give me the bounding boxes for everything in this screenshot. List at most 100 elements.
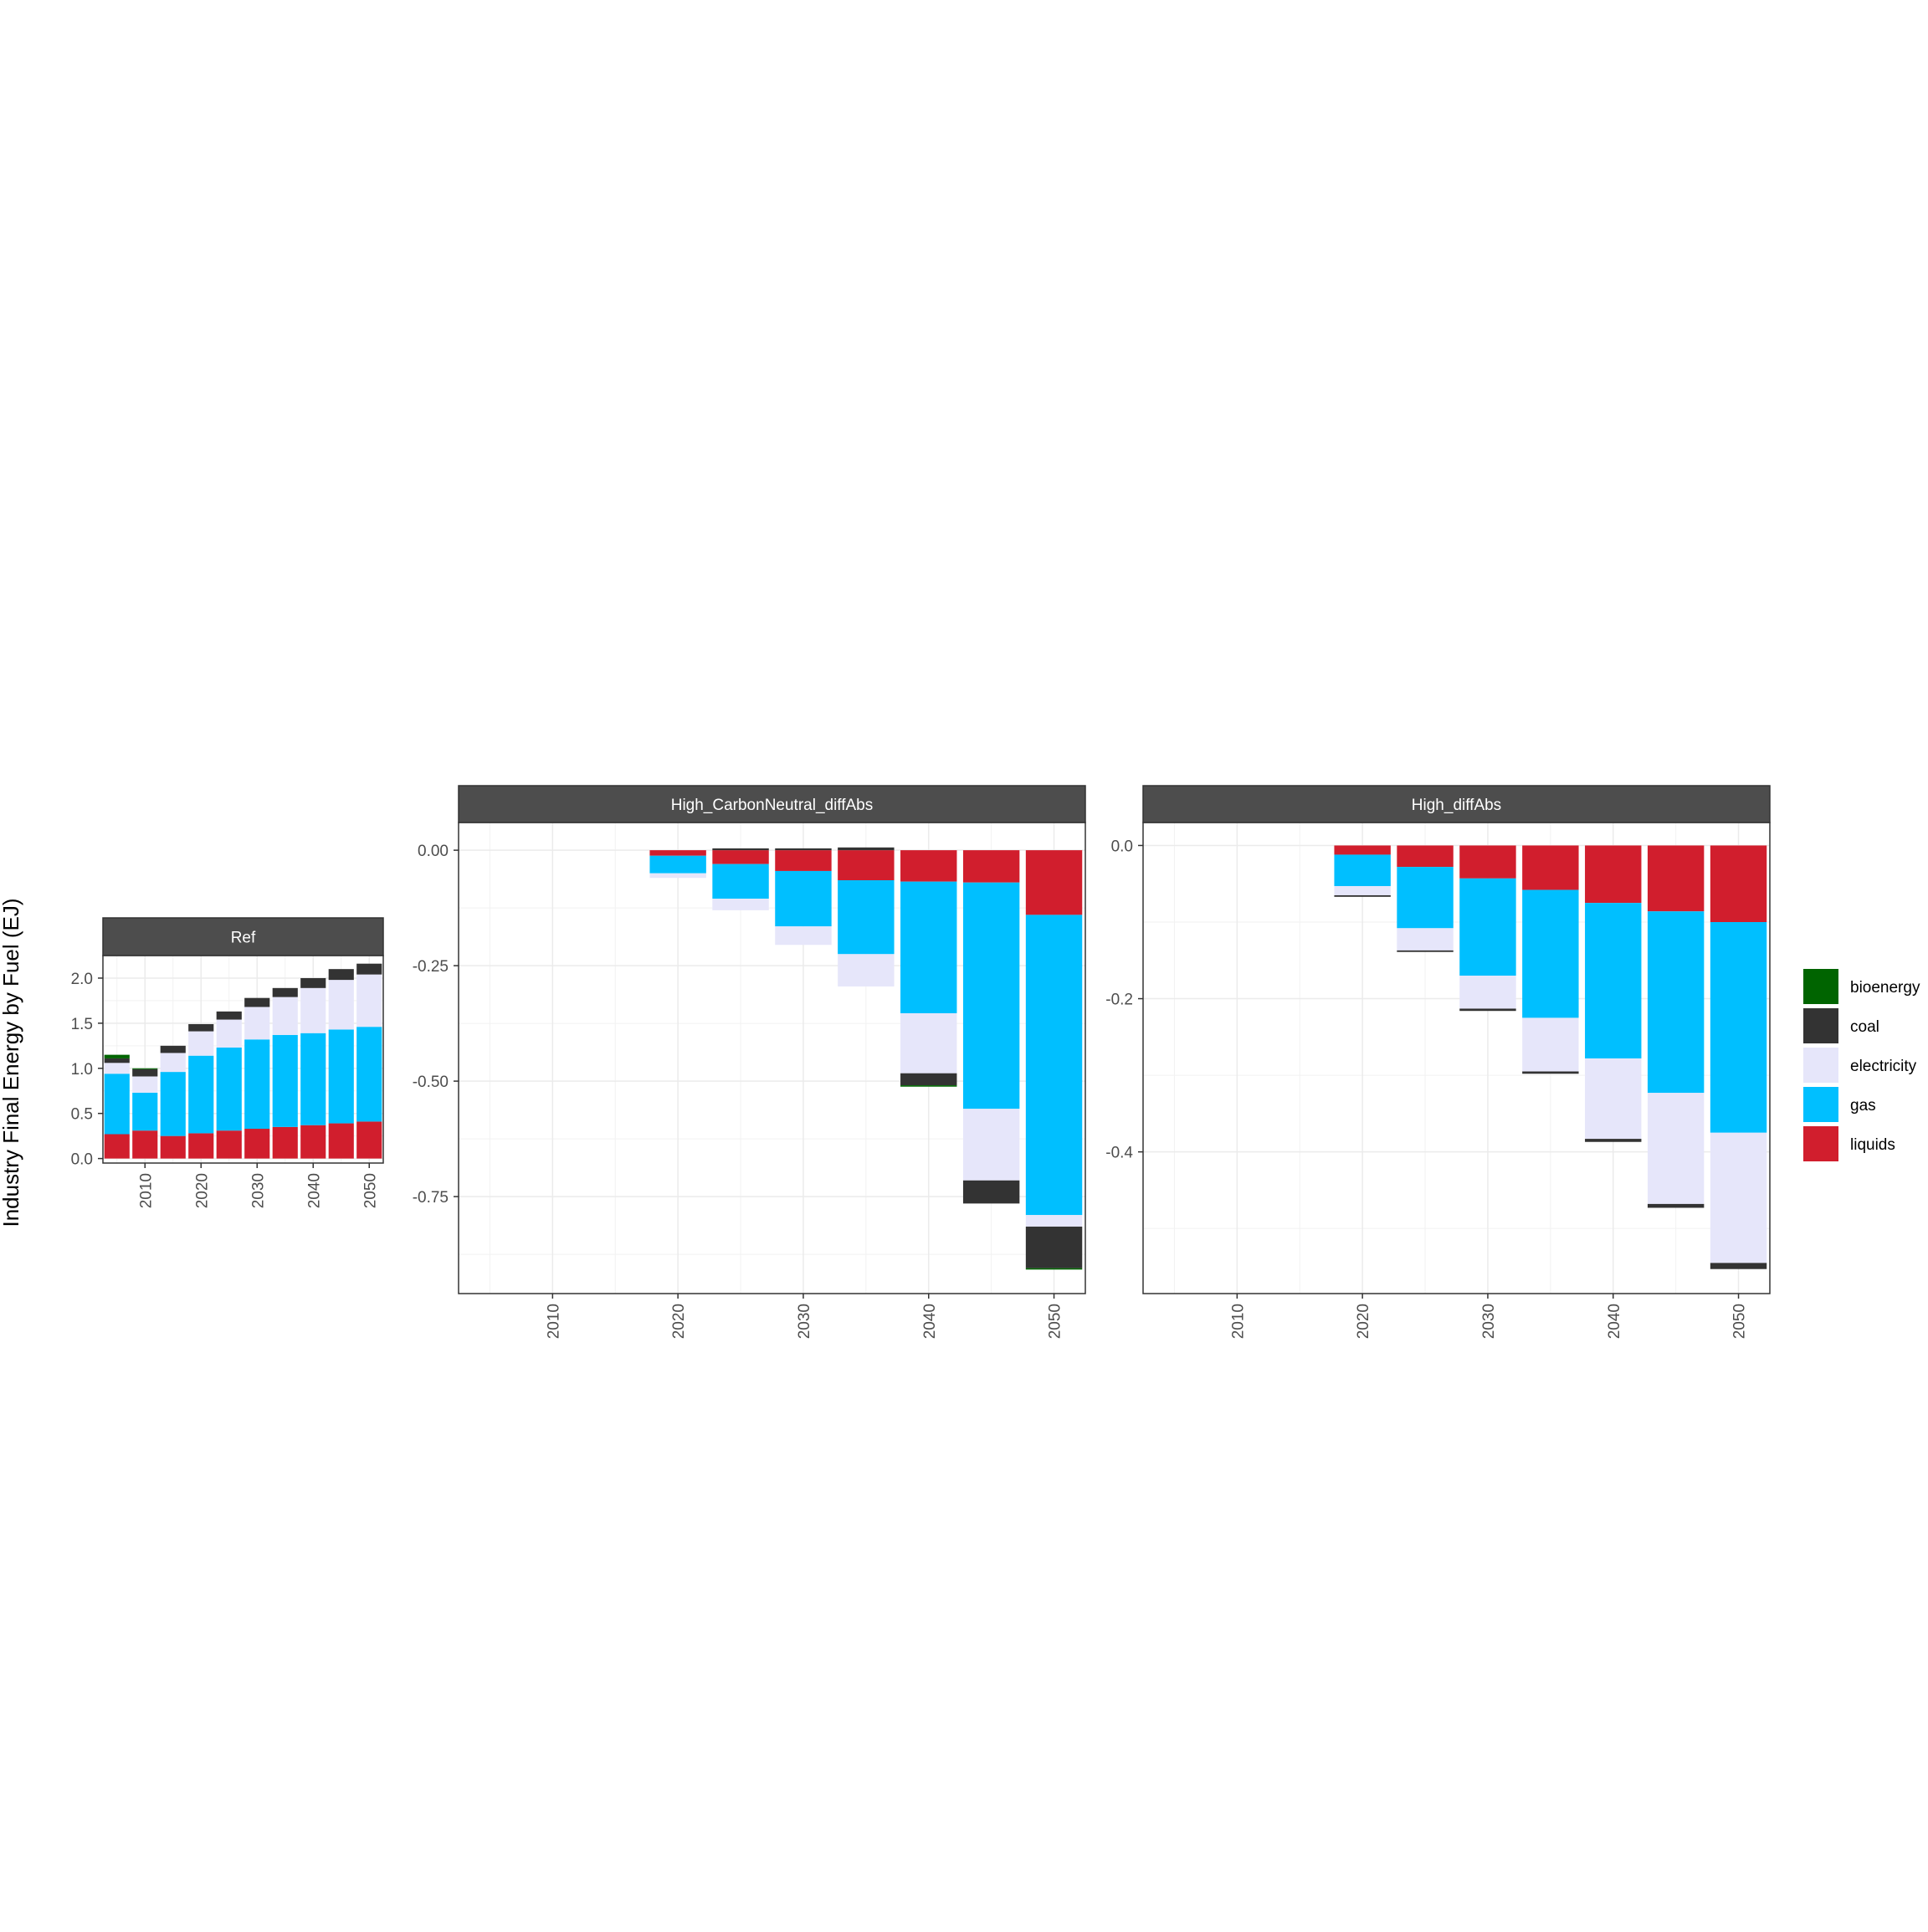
bar-segment-liquids-2025 bbox=[216, 1130, 242, 1159]
bar-segment-liquids-2020 bbox=[649, 850, 706, 856]
bar-segment-liquids-2010 bbox=[132, 1130, 158, 1159]
bar-segment-liquids-2045 bbox=[328, 1123, 354, 1159]
bar-segment-coal-2015 bbox=[160, 1045, 186, 1053]
bar-segment-electricity-2045 bbox=[328, 980, 354, 1030]
bar-segment-electricity-2020 bbox=[649, 873, 706, 879]
bar-segment-coal-2030 bbox=[244, 997, 270, 1007]
x-tick-label: 2020 bbox=[670, 1304, 688, 1339]
bar-segment-liquids-2040 bbox=[900, 850, 957, 882]
y-tick-label: 0.5 bbox=[71, 1106, 93, 1124]
bar-segment-coal-2030 bbox=[775, 848, 832, 851]
bar-segment-electricity-2005 bbox=[104, 1063, 130, 1074]
bar-segment-gas-2035 bbox=[1522, 889, 1579, 1018]
bar-segment-electricity-2030 bbox=[244, 1007, 270, 1040]
legend-key-coal bbox=[1803, 1008, 1838, 1043]
bar-segment-liquids-2030 bbox=[775, 850, 832, 871]
facet-title: Ref bbox=[231, 930, 256, 947]
bar-segment-coal-2045 bbox=[962, 1180, 1020, 1204]
x-tick-label: 2020 bbox=[1355, 1304, 1372, 1339]
x-tick-label: 2030 bbox=[249, 1173, 267, 1208]
bar-segment-gas-2030 bbox=[244, 1039, 270, 1130]
bar-segment-gas-2040 bbox=[900, 881, 957, 1013]
bar-segment-gas-2035 bbox=[838, 879, 895, 955]
y-axis-title: Industry Final Energy by Fuel (EJ) bbox=[0, 898, 23, 1227]
y-tick-label: -0.2 bbox=[1105, 992, 1133, 1009]
bar-segment-liquids-2025 bbox=[712, 850, 769, 864]
y-tick-label: -0.25 bbox=[413, 958, 449, 976]
y-tick-label: 2.0 bbox=[71, 971, 93, 988]
bar-segment-coal-2025 bbox=[1397, 950, 1454, 952]
bar-segment-gas-2025 bbox=[216, 1047, 242, 1131]
bar-segment-gas-2050 bbox=[1710, 922, 1767, 1133]
bar-segment-electricity-2020 bbox=[1334, 885, 1391, 895]
bar-segment-liquids-2035 bbox=[272, 1126, 298, 1159]
bar-segment-coal-2020 bbox=[188, 1023, 214, 1032]
bar-segment-gas-2050 bbox=[1025, 915, 1083, 1216]
bar-segment-coal-2030 bbox=[1459, 1008, 1516, 1012]
bar-segment-electricity-2020 bbox=[188, 1031, 214, 1056]
bar-segment-gas-2030 bbox=[775, 870, 832, 927]
bar-segment-coal-2050 bbox=[1710, 1263, 1767, 1269]
x-tick-label: 2020 bbox=[193, 1173, 211, 1208]
bar-segment-coal-2050 bbox=[356, 963, 382, 975]
x-tick-label: 2030 bbox=[796, 1304, 813, 1339]
bar-segment-electricity-2025 bbox=[712, 899, 769, 910]
bar-segment-electricity-2030 bbox=[1459, 976, 1516, 1009]
bar-segment-coal-2035 bbox=[1522, 1071, 1579, 1074]
bar-segment-coal-2040 bbox=[1585, 1139, 1642, 1142]
bar-segment-coal-2045 bbox=[328, 969, 354, 981]
y-tick-label: 0.0 bbox=[1111, 838, 1133, 855]
y-tick-label: 1.5 bbox=[71, 1016, 93, 1033]
facet-strip bbox=[458, 785, 1086, 823]
bar-segment-electricity-2040 bbox=[300, 987, 326, 1033]
bar-segment-electricity-2025 bbox=[1397, 928, 1454, 951]
bar-segment-coal-2010 bbox=[132, 1068, 158, 1077]
bar-segment-liquids-2020 bbox=[1334, 845, 1391, 855]
bar-segment-electricity-2030 bbox=[775, 926, 832, 946]
bar-segment-liquids-2050 bbox=[1710, 845, 1767, 923]
bar-segment-coal-2050 bbox=[1025, 1226, 1083, 1268]
x-tick-label: 2040 bbox=[1606, 1304, 1623, 1339]
bar-segment-liquids-2045 bbox=[1647, 845, 1705, 912]
x-tick-label: 2040 bbox=[305, 1173, 323, 1208]
bar-segment-electricity-2025 bbox=[216, 1019, 242, 1048]
bar-segment-gas-2050 bbox=[356, 1027, 382, 1122]
bar-segment-gas-2015 bbox=[160, 1072, 186, 1136]
x-tick-label: 2050 bbox=[362, 1173, 379, 1208]
bar-segment-gas-2010 bbox=[132, 1092, 158, 1131]
legend-key-bioenergy bbox=[1803, 969, 1838, 1004]
x-tick-label: 2030 bbox=[1480, 1304, 1498, 1339]
y-tick-label: 0.00 bbox=[418, 843, 449, 860]
bar-segment-liquids-2020 bbox=[188, 1133, 214, 1159]
bar-segment-gas-2045 bbox=[1647, 911, 1705, 1094]
bar-segment-gas-2020 bbox=[1334, 854, 1391, 886]
legend-key-liquids bbox=[1803, 1126, 1838, 1161]
bar-segment-coal-2020 bbox=[1334, 894, 1391, 897]
bar-segment-liquids-2050 bbox=[356, 1121, 382, 1159]
facet-title: High_diffAbs bbox=[1412, 797, 1501, 814]
bar-segment-electricity-2040 bbox=[1585, 1058, 1642, 1140]
bar-segment-bioenergy-2010 bbox=[132, 1068, 158, 1069]
bar-segment-electricity-2015 bbox=[160, 1053, 186, 1073]
facet-strip bbox=[1142, 785, 1771, 823]
bar-segment-electricity-2045 bbox=[962, 1109, 1020, 1181]
bar-segment-bioenergy-2050 bbox=[1025, 1268, 1083, 1270]
bar-segment-gas-2045 bbox=[962, 882, 1020, 1109]
legend-label-coal: coal bbox=[1850, 1018, 1879, 1036]
bar-segment-electricity-2035 bbox=[838, 954, 895, 986]
bar-segment-gas-2020 bbox=[649, 855, 706, 874]
bar-segment-bioenergy-2005 bbox=[104, 1054, 130, 1058]
bar-segment-electricity-2035 bbox=[1522, 1017, 1579, 1072]
bar-segment-gas-2030 bbox=[1459, 878, 1516, 976]
bar-segment-coal-2005 bbox=[104, 1058, 130, 1063]
bar-segment-electricity-2050 bbox=[1710, 1132, 1767, 1263]
bar-segment-gas-2035 bbox=[272, 1034, 298, 1127]
x-tick-label: 2010 bbox=[545, 1304, 562, 1339]
y-tick-label: -0.4 bbox=[1105, 1145, 1133, 1162]
legend-key-electricity bbox=[1803, 1048, 1838, 1083]
legend-label-liquids: liquids bbox=[1850, 1136, 1895, 1154]
y-tick-label: 0.0 bbox=[71, 1151, 93, 1169]
